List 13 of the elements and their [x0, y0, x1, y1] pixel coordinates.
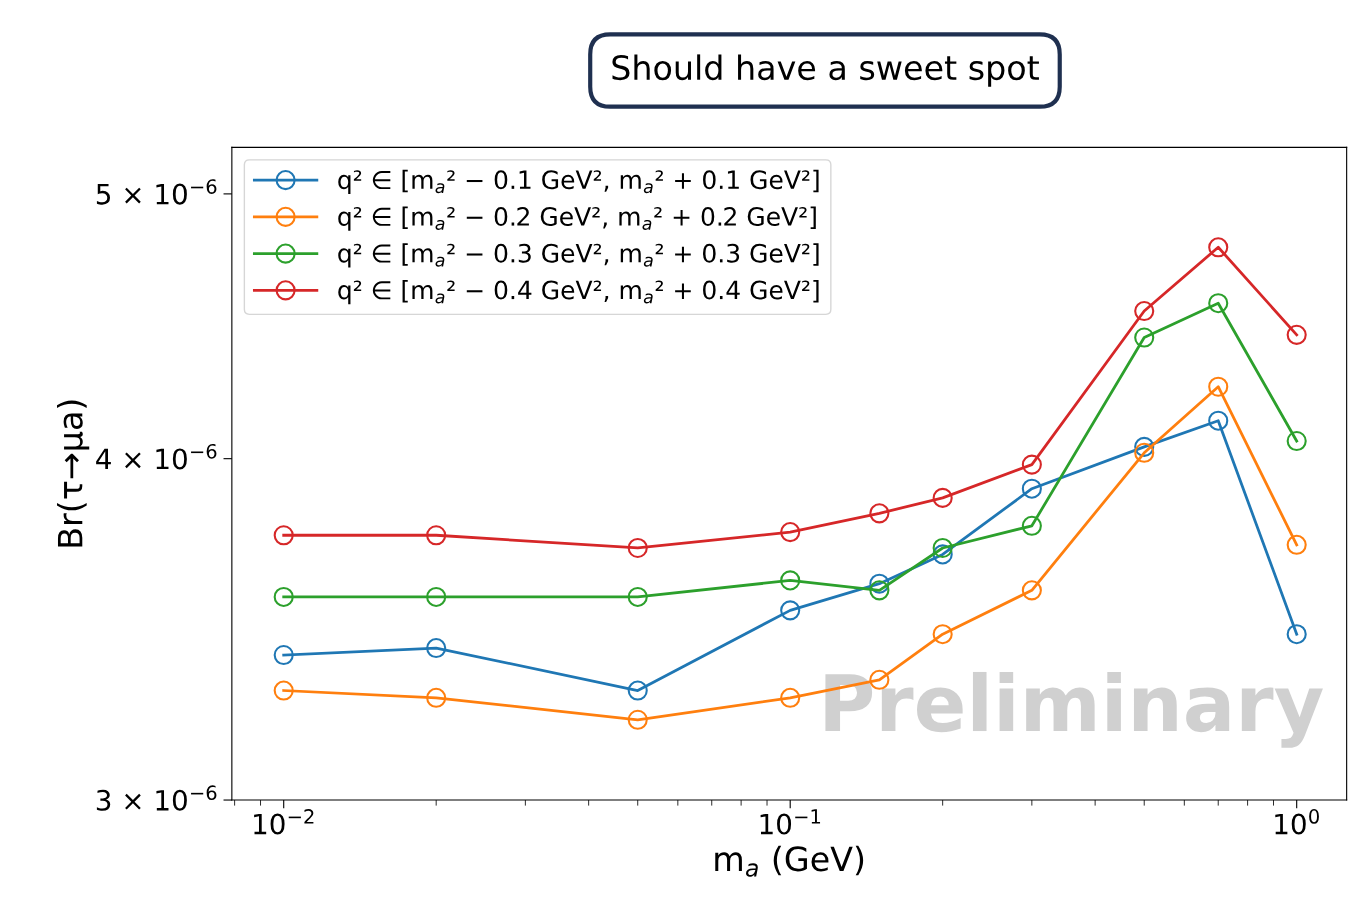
x-axis-title: m$_{a}$ (GeV) [715, 845, 864, 877]
legend-label: q² ∈ [m$_{a}$² − 0.4 GeV², m$_{a}$² + 0.4 GeV²] [338, 280, 819, 305]
y-tick-label: 5 × 10$^{−6}$ [96, 179, 217, 205]
x-tick-label: 10$^{−2}$ [254, 809, 314, 835]
y-axis-title: Br(τ→μa) [56, 400, 90, 547]
text: Should have a sweet spot [612, 54, 1039, 87]
legend-label: q² ∈ [m$_{a}$² − 0.1 GeV², m$_{a}$² + 0.1 GeV²] [338, 169, 819, 195]
legend-label: q² ∈ [m$_{a}$² − 0.2 GeV², m$_{a}$² + 0.2 GeV²] [338, 206, 816, 231]
x-tick-label: 10$^{−1}$ [760, 809, 821, 835]
y-tick-label: 4 × 10$^{−6}$ [96, 443, 217, 470]
x-tick-label: 10$^{0}$ [1275, 809, 1319, 835]
legend-label: q² ∈ [m$_{a}$² − 0.3 GeV², m$_{a}$² + 0.3 GeV²] [338, 243, 819, 268]
y-tick-label: 3 × 10$^{−6}$ [96, 785, 217, 811]
